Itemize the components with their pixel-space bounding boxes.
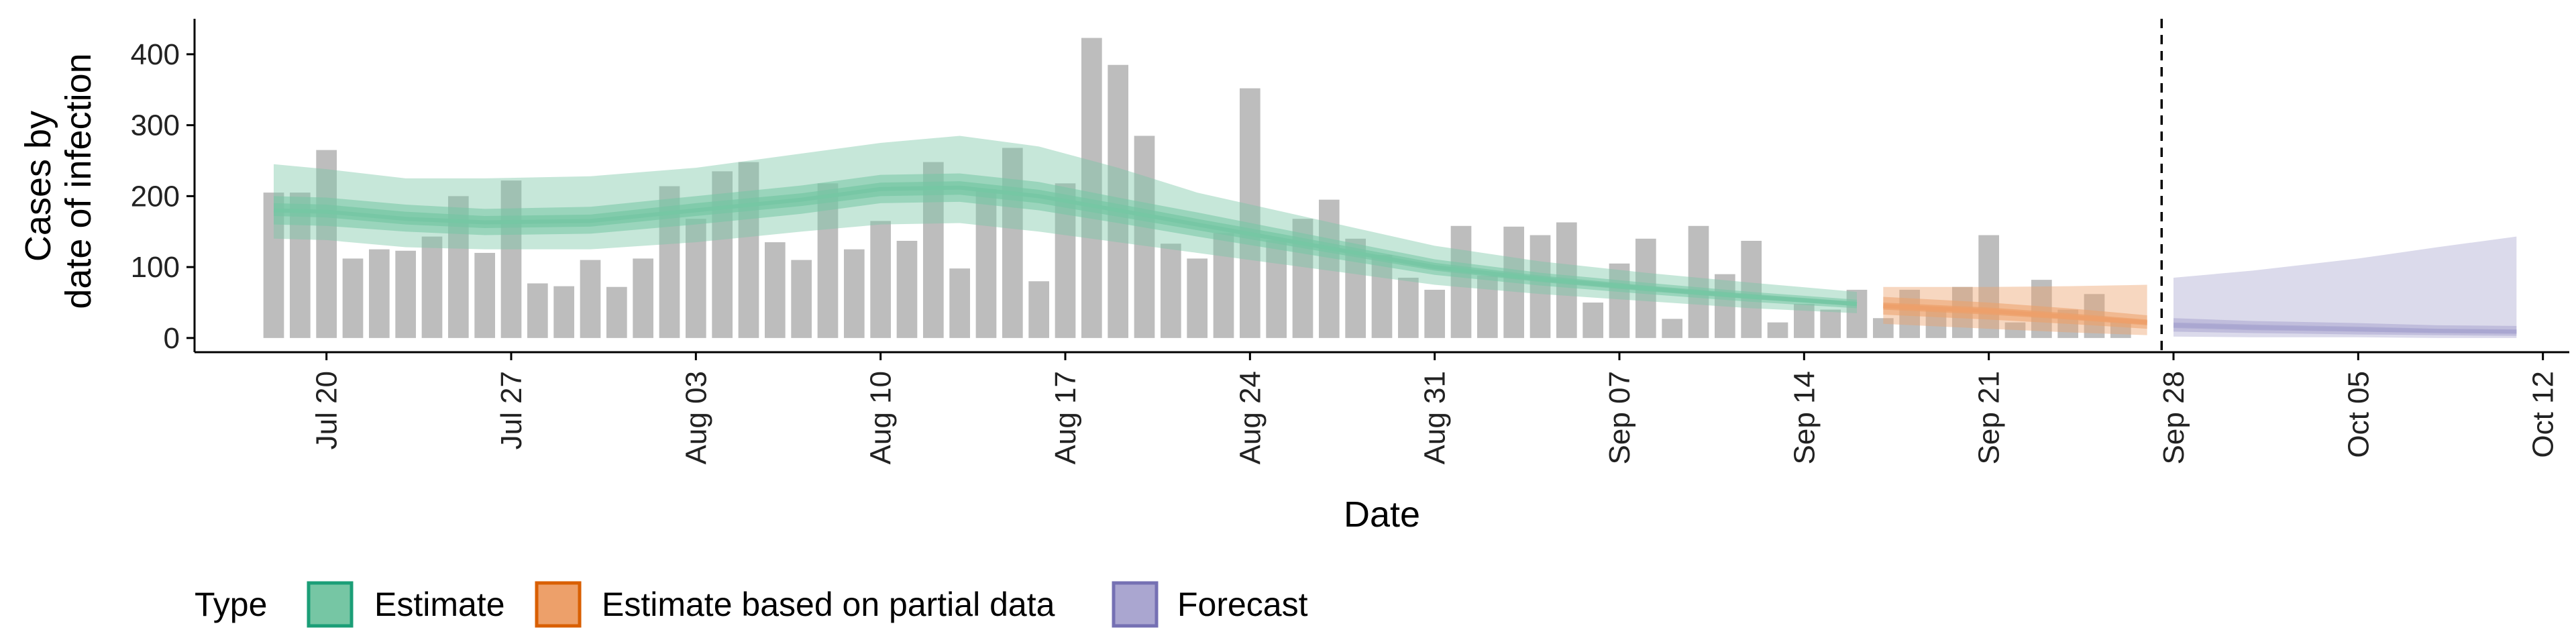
bar — [949, 268, 971, 338]
bar — [843, 249, 865, 338]
bar — [1081, 38, 1102, 338]
bands-layer — [273, 136, 2517, 338]
bar — [1582, 302, 1604, 338]
bar — [1477, 275, 1498, 338]
bar — [395, 250, 417, 338]
bar — [975, 189, 997, 338]
x-tick-label: Aug 24 — [1234, 371, 1267, 464]
bar — [1239, 88, 1260, 338]
y-tick-label: 400 — [131, 38, 180, 71]
bar — [1213, 233, 1234, 338]
x-tick-label: Sep 21 — [1973, 371, 2006, 464]
y-tick-label: 200 — [131, 180, 180, 213]
x-tick-label: Jul 20 — [311, 371, 343, 449]
bar — [580, 260, 601, 338]
bar — [633, 258, 654, 338]
x-axis-title: Date — [1344, 494, 1420, 535]
bar — [342, 258, 364, 338]
bar — [368, 249, 390, 338]
bar — [791, 260, 812, 338]
bar — [1266, 239, 1287, 338]
estimate-median-line — [273, 185, 1858, 307]
bar — [1741, 240, 1762, 338]
legend-swatch-partial — [535, 581, 582, 628]
y-axis-title: Cases by date of infection — [18, 53, 99, 309]
x-tick-label: Sep 07 — [1603, 371, 1636, 464]
bar — [1397, 277, 1419, 338]
bar — [1662, 319, 1683, 338]
bar — [1714, 274, 1735, 338]
bar — [1688, 225, 1709, 338]
bar — [1371, 255, 1393, 338]
x-tick-label: Aug 03 — [680, 371, 712, 464]
x-tick-label: Aug 31 — [1419, 371, 1452, 464]
y-axis-title-line-2: date of infection — [58, 53, 99, 309]
bar — [1187, 258, 1208, 338]
y-axis-title-line-1: Cases by — [18, 111, 58, 262]
bar — [1609, 263, 1630, 338]
bar — [1134, 136, 1155, 338]
legend-swatch-forecast — [1112, 581, 1159, 628]
bar — [1450, 225, 1472, 338]
bar — [1160, 244, 1181, 338]
x-ticks: Jul 20 Jul 27 Aug 03 Aug 10 Aug 17 Aug 24 Aug … — [311, 352, 2560, 464]
y-tick-label: 300 — [131, 109, 180, 142]
y-tick-label: 100 — [131, 251, 180, 284]
x-tick-label: Oct 05 — [2342, 371, 2375, 458]
legend: Type Estimate Estimate based on partial … — [195, 581, 1308, 628]
x-tick-label: Aug 17 — [1049, 371, 1082, 464]
x-tick-label: Oct 12 — [2527, 371, 2560, 458]
bar — [553, 286, 575, 338]
x-tick-label: Sep 14 — [1788, 371, 1821, 464]
forecast-median-line — [2173, 323, 2517, 334]
bar — [896, 240, 918, 338]
legend-label-forecast: Forecast — [1177, 586, 1308, 623]
bar — [685, 219, 706, 338]
bar — [1529, 235, 1551, 338]
bar — [1028, 281, 1050, 338]
bar — [500, 180, 522, 338]
x-tick-label: Jul 27 — [495, 371, 528, 449]
bar — [1978, 235, 2000, 338]
bar — [1820, 309, 1841, 338]
bar — [421, 236, 443, 338]
bar — [316, 150, 337, 338]
bar — [474, 252, 496, 338]
forecast-band-90 — [2174, 236, 2517, 338]
bar — [1318, 199, 1340, 338]
y-ticks: 0 100 200 300 400 — [131, 38, 195, 355]
bar — [1846, 289, 1868, 338]
estimate-based-on-partial-data-median-line — [1883, 304, 2147, 325]
bar — [870, 221, 892, 338]
bar — [527, 283, 548, 338]
y-tick-label: 0 — [164, 322, 180, 355]
legend-swatch-estimate — [307, 581, 354, 628]
bar — [1424, 289, 1446, 338]
bar — [1793, 304, 1815, 338]
legend-title: Type — [195, 586, 267, 623]
legend-label-estimate: Estimate — [374, 586, 505, 623]
bar — [606, 286, 627, 338]
legend-label-partial: Estimate based on partial data — [602, 586, 1055, 623]
bar — [1872, 318, 1894, 338]
bar — [1767, 322, 1788, 338]
x-tick-label: Sep 28 — [2157, 371, 2190, 464]
x-tick-label: Aug 10 — [865, 371, 898, 464]
bar — [2004, 322, 2026, 338]
bar — [764, 242, 786, 338]
